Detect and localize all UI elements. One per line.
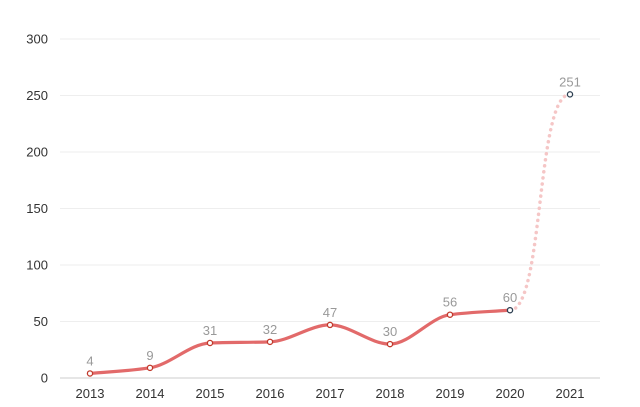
- data-point-marker: [386, 340, 394, 348]
- x-tick-label: 2013: [76, 386, 105, 401]
- x-tick-label: 2017: [316, 386, 345, 401]
- data-label: 56: [443, 295, 457, 310]
- data-label: 30: [383, 324, 397, 339]
- data-point-marker: [206, 339, 214, 347]
- marker-layer: [86, 91, 574, 377]
- data-point-marker: [446, 311, 454, 318]
- grid-layer: [60, 38, 600, 322]
- y-tick-label: 50: [34, 314, 48, 329]
- data-label: 60: [503, 290, 517, 305]
- y-tick-label: 300: [26, 32, 48, 47]
- y-axis: 0 50 100 150 200 250 300: [26, 32, 600, 386]
- data-label: 4: [86, 353, 93, 368]
- x-tick-label: 2016: [256, 386, 285, 401]
- data-point-marker: [146, 364, 154, 372]
- data-point-marker: [506, 306, 514, 314]
- data-label: 47: [323, 305, 337, 320]
- data-point-marker: [86, 370, 94, 377]
- x-tick-label: 2014: [136, 386, 165, 401]
- y-tick-label: 0: [41, 371, 48, 386]
- series-projected-line: [508, 92, 572, 312]
- x-tick-label: 2015: [196, 386, 225, 401]
- x-tick-label: 2018: [376, 386, 405, 401]
- y-tick-label: 200: [26, 145, 48, 160]
- x-tick-label: 2021: [556, 386, 585, 401]
- data-label-layer: 4 9 31 32 47 30 56 60 251: [86, 74, 580, 368]
- y-tick-label: 150: [26, 201, 48, 216]
- series-line: [88, 308, 512, 376]
- data-label: 31: [203, 323, 217, 338]
- data-point-marker: [326, 321, 334, 329]
- y-tick-label: 250: [26, 88, 48, 103]
- y-tick-label: 100: [26, 258, 48, 273]
- data-point-marker: [266, 338, 274, 346]
- x-axis: 2013 2014 2015 2016 2017 2018 2019 2020 2021: [76, 386, 585, 401]
- data-point-marker: [566, 91, 574, 98]
- series-layer: [88, 92, 572, 376]
- x-tick-label: 2020: [496, 386, 525, 401]
- data-label: 251: [559, 74, 581, 89]
- x-tick-label: 2019: [436, 386, 465, 401]
- data-label: 32: [263, 322, 277, 337]
- data-label: 9: [146, 348, 153, 363]
